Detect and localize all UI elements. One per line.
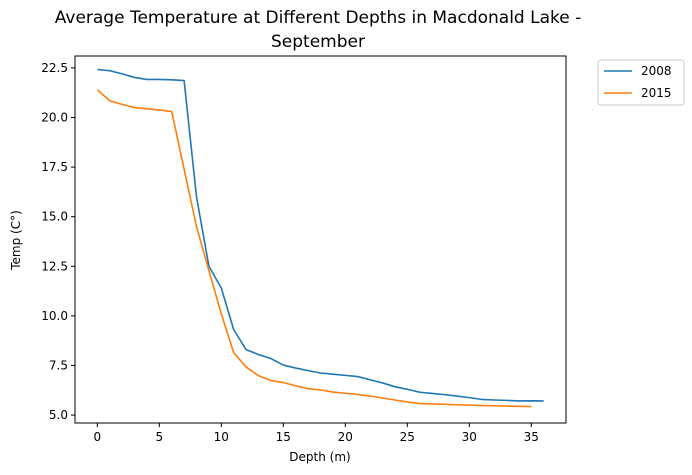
y-tick-label: 12.5 <box>41 259 68 273</box>
y-tick-label: 17.5 <box>41 160 68 174</box>
x-tick-label: 20 <box>338 430 353 444</box>
y-tick-label: 20.0 <box>41 110 68 124</box>
x-tick-label: 15 <box>276 430 291 444</box>
series-line-2008 <box>97 68 544 402</box>
y-tick-label: 10.0 <box>41 309 68 323</box>
x-tick-label: 25 <box>400 430 415 444</box>
series-line-2015 <box>96 89 532 408</box>
x-tick-label: 0 <box>93 430 101 444</box>
legend-label-2008: 2008 <box>641 64 672 78</box>
chart-title-line-1: Average Temperature at Different Depths … <box>55 8 582 28</box>
x-tick-label: 30 <box>462 430 477 444</box>
plot-frame <box>74 55 567 424</box>
series-layer <box>96 68 544 408</box>
chart-title-line-2: September <box>271 32 365 52</box>
x-tick-label: 35 <box>524 430 539 444</box>
x-axis-label: Depth (m) <box>289 450 350 464</box>
y-tick-label: 22.5 <box>41 61 68 75</box>
y-tick-label: 15.0 <box>41 210 68 224</box>
y-tick-label: 5.0 <box>49 408 68 422</box>
y-tick-label: 7.5 <box>49 358 68 372</box>
x-tick-label: 10 <box>214 430 229 444</box>
x-tick-label: 5 <box>155 430 163 444</box>
y-axis-label: Temp (C°) <box>9 210 23 271</box>
ticks: 0 5 10 15 20 25 30 35 5.0 7.5 10.0 12.5 15.0 17.5 20.0… <box>41 61 539 444</box>
legend-label-2015: 2015 <box>641 86 672 100</box>
legend: 2008 2015 <box>597 59 685 106</box>
